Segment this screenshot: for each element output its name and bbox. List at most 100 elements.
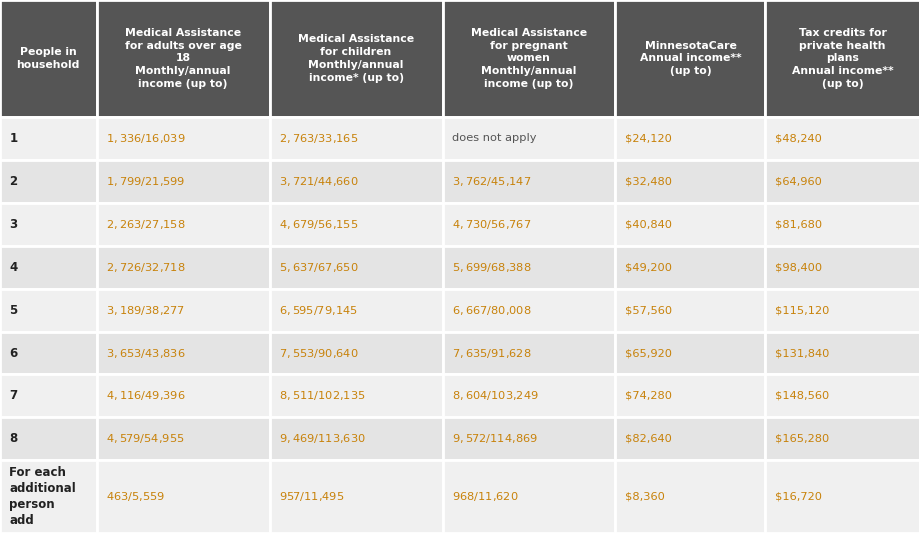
Text: 3: 3 <box>9 217 17 231</box>
Bar <box>615 332 765 375</box>
Bar <box>765 332 919 375</box>
Text: $4,730 / $56,767: $4,730 / $56,767 <box>451 217 530 231</box>
Text: 5: 5 <box>9 304 17 317</box>
Bar <box>765 160 919 203</box>
Bar <box>615 160 765 203</box>
Text: $148,560: $148,560 <box>774 391 828 401</box>
Text: $24,120: $24,120 <box>624 133 671 143</box>
Text: $74,280: $74,280 <box>624 391 671 401</box>
Text: $81,680: $81,680 <box>774 219 821 229</box>
Bar <box>0 375 96 417</box>
Bar <box>442 461 615 533</box>
Bar <box>269 417 442 461</box>
Bar <box>0 117 96 160</box>
Text: $957 / $11,495: $957 / $11,495 <box>278 490 344 503</box>
Text: 6: 6 <box>9 346 17 360</box>
Text: $4,579 / $54,955: $4,579 / $54,955 <box>106 432 184 446</box>
Bar <box>765 461 919 533</box>
Text: 2: 2 <box>9 175 17 188</box>
Bar <box>442 375 615 417</box>
Bar <box>615 417 765 461</box>
Bar <box>0 461 96 533</box>
Bar <box>0 417 96 461</box>
Bar <box>765 246 919 288</box>
Text: $1,336 / $16,039: $1,336 / $16,039 <box>106 132 186 145</box>
Bar <box>615 246 765 288</box>
Bar <box>269 160 442 203</box>
Bar <box>96 203 269 246</box>
Text: $968 / $11,620: $968 / $11,620 <box>451 490 517 503</box>
Bar <box>615 461 765 533</box>
Bar <box>269 0 442 117</box>
Text: $48,240: $48,240 <box>774 133 821 143</box>
Text: $3,721 / $44,660: $3,721 / $44,660 <box>278 175 358 188</box>
Text: $6,667 / $80,008: $6,667 / $80,008 <box>451 304 531 317</box>
Bar <box>615 203 765 246</box>
Bar <box>96 332 269 375</box>
Bar <box>442 160 615 203</box>
Text: 7: 7 <box>9 390 17 402</box>
Text: $1,799 / $21,599: $1,799 / $21,599 <box>106 175 185 188</box>
Text: $65,920: $65,920 <box>624 348 671 358</box>
Text: $4,116 / $49,396: $4,116 / $49,396 <box>106 390 186 402</box>
Text: $16,720: $16,720 <box>774 491 821 502</box>
Text: $98,400: $98,400 <box>774 262 821 272</box>
Text: MinnesotaCare
Annual income**
(up to): MinnesotaCare Annual income** (up to) <box>639 41 741 76</box>
Bar <box>96 288 269 332</box>
Bar <box>96 461 269 533</box>
Bar <box>765 0 919 117</box>
Bar <box>96 0 269 117</box>
Text: $2,726 / $32,718: $2,726 / $32,718 <box>106 261 186 273</box>
Text: $2,763 / $33,165: $2,763 / $33,165 <box>278 132 357 145</box>
Text: $32,480: $32,480 <box>624 176 671 186</box>
Bar <box>96 417 269 461</box>
Text: $131,840: $131,840 <box>774 348 828 358</box>
Bar <box>269 461 442 533</box>
Bar <box>442 246 615 288</box>
Bar <box>442 0 615 117</box>
Text: $6,595 / $79,145: $6,595 / $79,145 <box>278 304 357 317</box>
Text: $7,553 / $90,640: $7,553 / $90,640 <box>278 346 358 360</box>
Bar <box>269 332 442 375</box>
Text: For each
additional
person
add: For each additional person add <box>9 466 76 527</box>
Text: Medical Assistance
for children
Monthly/annual
income* (up to): Medical Assistance for children Monthly/… <box>298 34 414 83</box>
Bar <box>96 246 269 288</box>
Text: $64,960: $64,960 <box>774 176 821 186</box>
Bar <box>765 203 919 246</box>
Text: $40,840: $40,840 <box>624 219 671 229</box>
Bar <box>615 117 765 160</box>
Text: $7,635 / $91,628: $7,635 / $91,628 <box>451 346 531 360</box>
Bar <box>0 332 96 375</box>
Text: $3,653 / $43,836: $3,653 / $43,836 <box>106 346 186 360</box>
Text: $5,699 / $68,388: $5,699 / $68,388 <box>451 261 531 273</box>
Bar <box>442 332 615 375</box>
Bar <box>96 117 269 160</box>
Text: 1: 1 <box>9 132 17 145</box>
Bar <box>0 246 96 288</box>
Bar <box>615 375 765 417</box>
Bar <box>765 117 919 160</box>
Text: $9,469 / $113,630: $9,469 / $113,630 <box>278 432 365 446</box>
Text: People in
household: People in household <box>17 47 80 70</box>
Text: $2,263 / $27,158: $2,263 / $27,158 <box>106 217 186 231</box>
Bar <box>0 203 96 246</box>
Text: does not apply: does not apply <box>451 133 536 143</box>
Text: $82,640: $82,640 <box>624 434 671 444</box>
Bar <box>442 417 615 461</box>
Bar <box>96 375 269 417</box>
Bar <box>442 117 615 160</box>
Bar <box>269 375 442 417</box>
Bar <box>442 288 615 332</box>
Text: $3,189 / $38,277: $3,189 / $38,277 <box>106 304 185 317</box>
Bar <box>269 288 442 332</box>
Text: $3,762 / $45,147: $3,762 / $45,147 <box>451 175 530 188</box>
Bar <box>615 0 765 117</box>
Text: $4,679 / $56,155: $4,679 / $56,155 <box>278 217 357 231</box>
Text: $165,280: $165,280 <box>774 434 828 444</box>
Text: Tax credits for
private health
plans
Annual income**
(up to): Tax credits for private health plans Ann… <box>791 28 892 89</box>
Bar <box>96 160 269 203</box>
Text: $115,120: $115,120 <box>774 305 828 315</box>
Text: Medical Assistance
for pregnant
women
Monthly/annual
income (up to): Medical Assistance for pregnant women Mo… <box>471 28 586 89</box>
Bar <box>442 203 615 246</box>
Text: $8,511 / $102,135: $8,511 / $102,135 <box>278 390 365 402</box>
